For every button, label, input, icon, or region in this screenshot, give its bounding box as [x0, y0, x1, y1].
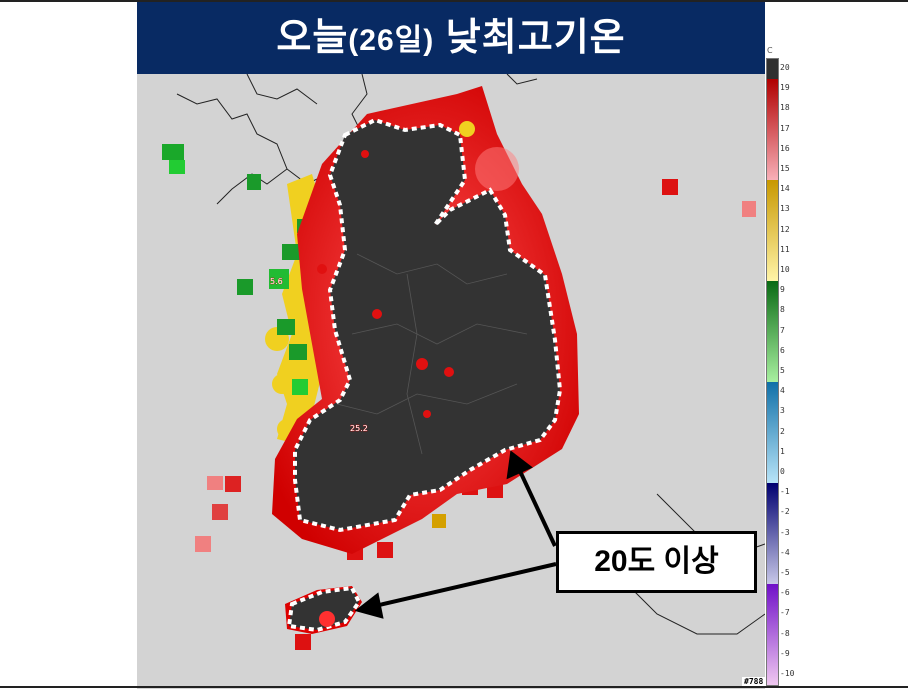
- colorbar-segment: [767, 382, 778, 483]
- title-max-temp: 낮최고기온: [434, 17, 626, 59]
- colorbar-tick-label: 2: [780, 426, 785, 436]
- colorbar-tick-label: -5: [780, 567, 790, 577]
- colorbar-tick-label: 16: [780, 143, 790, 153]
- title-today: 오늘: [276, 17, 349, 59]
- colorbar-segment: [767, 281, 778, 383]
- hot-spots: [317, 150, 454, 418]
- colorbar-tick-label: 5: [780, 366, 785, 375]
- jeju-above-20: [286, 585, 362, 633]
- colorbar-tick-label: 11: [780, 244, 790, 254]
- colorbar-tick-label: -7: [780, 608, 790, 618]
- colorbar: [766, 58, 779, 686]
- temperature-map: 5.6 25.2: [162, 74, 765, 650]
- colorbar-tick-label: 13: [780, 204, 790, 214]
- colorbar-tick-label: -10: [780, 668, 795, 678]
- province-borders: [336, 253, 528, 455]
- colorbar-tick-label: -8: [780, 628, 790, 638]
- colorbar-unit: C: [767, 46, 773, 55]
- title-date: (26일): [348, 24, 435, 57]
- colorbar-tick-label: -4: [780, 547, 790, 557]
- colorbar-tick-label: 0: [780, 466, 785, 476]
- station-cells: [162, 144, 756, 650]
- colorbar-segment: [767, 180, 778, 282]
- colorbar-tick-label: 19: [780, 83, 790, 93]
- colorbar-segment: [767, 59, 778, 80]
- colorbar-tick-label: 15: [780, 164, 790, 174]
- colorbar-tick-label: -9: [780, 648, 790, 658]
- colorbar-tick-label: -1: [780, 487, 790, 497]
- colorbar-tick-label: 1: [780, 446, 785, 456]
- callout-arrows: [354, 450, 557, 619]
- colorbar-tick-label: 10: [780, 265, 790, 275]
- page-title: 오늘(26일) 낮최고기온: [137, 2, 765, 74]
- colorbar-tick-label: -2: [780, 507, 790, 517]
- colorbar-segment: [767, 79, 778, 181]
- station-label-west: 5.6: [270, 277, 283, 286]
- colorbar-tick-label: 3: [780, 406, 785, 416]
- colorbar-tick-label: 18: [780, 103, 790, 113]
- above-20-outline: [293, 117, 563, 533]
- colorbar-tick-label: 14: [780, 184, 790, 194]
- colorbar-tick-label: 8: [780, 305, 785, 315]
- colorbar-tick-label: 9: [780, 285, 785, 295]
- colorbar-segment: [767, 583, 778, 685]
- station-label-inland: 25.2: [350, 424, 368, 433]
- top-border: [0, 0, 908, 2]
- colorbar-tick-label: 12: [780, 224, 790, 234]
- colorbar-tick-label: 6: [780, 345, 785, 355]
- colorbar-tick-label: 4: [780, 386, 785, 396]
- callout-box: 20도 이상: [556, 531, 757, 593]
- colorbar-tick-label: 7: [780, 325, 785, 335]
- cool-zone-islands: [269, 219, 313, 395]
- colorbar-tick-label: 17: [780, 123, 790, 133]
- colorbar-tick-label: -6: [780, 588, 790, 598]
- map-stamp: #788: [742, 677, 766, 686]
- colorbar-segment: [767, 483, 778, 584]
- colorbar-tick-label: 20: [780, 63, 790, 73]
- colorbar-tick-label: -3: [780, 527, 790, 537]
- above-20-zone: [295, 120, 560, 530]
- bottom-border: [0, 686, 908, 688]
